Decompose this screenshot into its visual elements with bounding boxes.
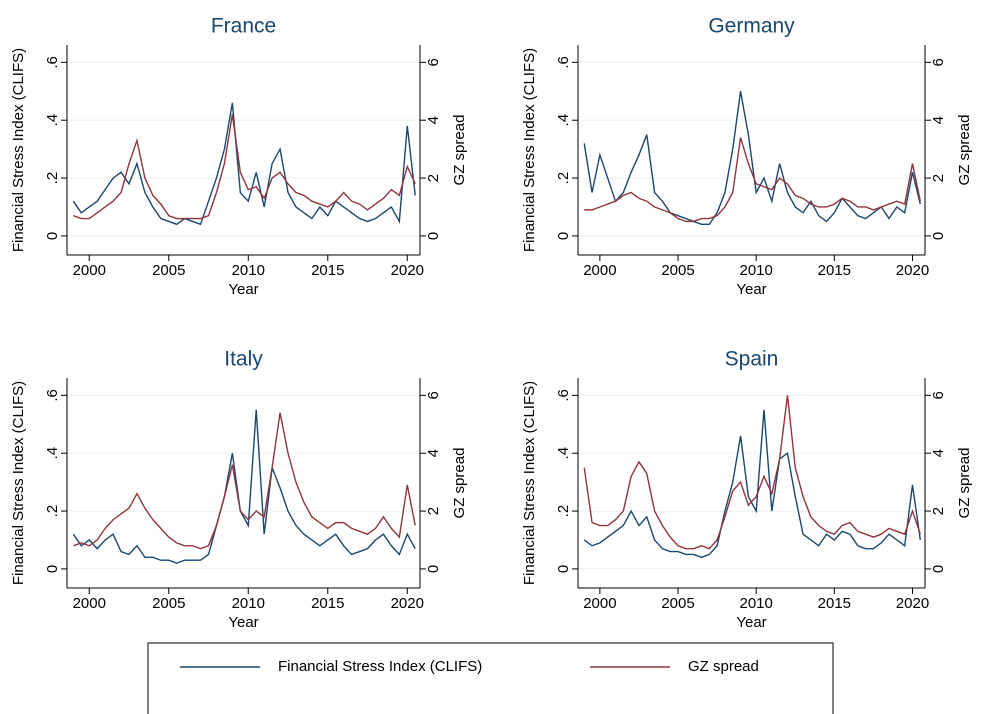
x-axis-label: Year xyxy=(228,281,258,298)
y-tick-label: 0 xyxy=(44,565,61,573)
y-axis-label: Financial Stress Index (CLIFS) xyxy=(521,381,538,585)
y2-axis-label: GZ spread xyxy=(956,115,973,186)
legend-label: GZ spread xyxy=(688,658,759,675)
y-axis-label: Financial Stress Index (CLIFS) xyxy=(521,48,538,252)
x-tick-label: 2020 xyxy=(391,595,424,612)
y2-tick-label: 2 xyxy=(930,507,947,515)
series-line xyxy=(72,102,416,226)
y-tick-label: 0 xyxy=(44,232,61,240)
y2-tick-label: 4 xyxy=(930,116,947,124)
x-tick-label: 2010 xyxy=(740,595,773,612)
x-tick-label: 2005 xyxy=(152,262,185,279)
y-tick-label: .2 xyxy=(44,505,61,518)
y2-tick-label: 2 xyxy=(425,174,442,182)
x-tick-label: 2005 xyxy=(661,595,694,612)
y-tick-label: 0 xyxy=(555,565,572,573)
x-tick-label: 2020 xyxy=(391,262,424,279)
x-tick-label: 2015 xyxy=(818,595,851,612)
x-axis-label: Year xyxy=(736,614,766,631)
y-tick-label: .4 xyxy=(44,447,61,460)
series-line xyxy=(583,409,922,559)
y-tick-label: .2 xyxy=(555,505,572,518)
series-line xyxy=(584,137,921,223)
x-tick-label: 2005 xyxy=(152,595,185,612)
y2-tick-label: 2 xyxy=(425,507,442,515)
legend-box xyxy=(147,642,834,714)
y2-tick-label: 4 xyxy=(425,116,442,124)
y2-tick-label: 6 xyxy=(930,58,947,66)
x-tick-label: 2020 xyxy=(896,262,929,279)
x-tick-label: 2000 xyxy=(73,262,106,279)
panel-title: Spain xyxy=(725,348,779,371)
y-tick-label: .6 xyxy=(555,389,572,402)
x-tick-label: 2015 xyxy=(311,262,344,279)
y-tick-label: .2 xyxy=(44,172,61,185)
y2-tick-label: 0 xyxy=(425,232,442,240)
x-tick-label: 2000 xyxy=(583,595,616,612)
y-tick-label: .4 xyxy=(555,114,572,127)
y-tick-label: .4 xyxy=(555,447,572,460)
x-tick-label: 2000 xyxy=(73,595,106,612)
x-axis-label: Year xyxy=(228,614,258,631)
y2-axis-label: GZ spread xyxy=(451,448,468,519)
series-line xyxy=(583,91,921,226)
y2-tick-label: 0 xyxy=(425,565,442,573)
x-tick-label: 2015 xyxy=(818,262,851,279)
y2-axis-label: GZ spread xyxy=(451,115,468,186)
y2-tick-label: 6 xyxy=(425,58,442,66)
x-tick-label: 2010 xyxy=(232,262,265,279)
y2-axis-label: GZ spread xyxy=(956,448,973,519)
y2-tick-label: 0 xyxy=(930,232,947,240)
x-tick-label: 2015 xyxy=(311,595,344,612)
y-tick-label: .2 xyxy=(555,172,572,185)
series-line xyxy=(73,114,416,220)
series-line xyxy=(72,409,416,564)
x-tick-label: 2020 xyxy=(896,595,929,612)
y2-tick-label: 4 xyxy=(930,449,947,457)
y2-tick-label: 0 xyxy=(930,565,947,573)
y-tick-label: .6 xyxy=(44,56,61,69)
panel-title: Germany xyxy=(708,15,795,38)
y-axis-label: Financial Stress Index (CLIFS) xyxy=(10,48,27,252)
x-axis-label: Year xyxy=(736,281,766,298)
y-tick-label: .6 xyxy=(555,56,572,69)
y2-tick-label: 6 xyxy=(930,391,947,399)
x-tick-label: 2005 xyxy=(661,262,694,279)
series-line xyxy=(583,395,921,550)
panel-title: Italy xyxy=(224,348,263,371)
panel-title: France xyxy=(211,15,276,38)
y-tick-label: .4 xyxy=(44,114,61,127)
y-axis-label: Financial Stress Index (CLIFS) xyxy=(10,381,27,585)
x-tick-label: 2010 xyxy=(740,262,773,279)
y-tick-label: .6 xyxy=(44,389,61,402)
y2-tick-label: 4 xyxy=(425,449,442,457)
y2-tick-label: 6 xyxy=(425,391,442,399)
y2-tick-label: 2 xyxy=(930,174,947,182)
legend-label: Financial Stress Index (CLIFS) xyxy=(278,658,482,675)
x-tick-label: 2000 xyxy=(583,262,616,279)
x-tick-label: 2010 xyxy=(232,595,265,612)
y-tick-label: 0 xyxy=(555,232,572,240)
series-line xyxy=(73,412,416,550)
